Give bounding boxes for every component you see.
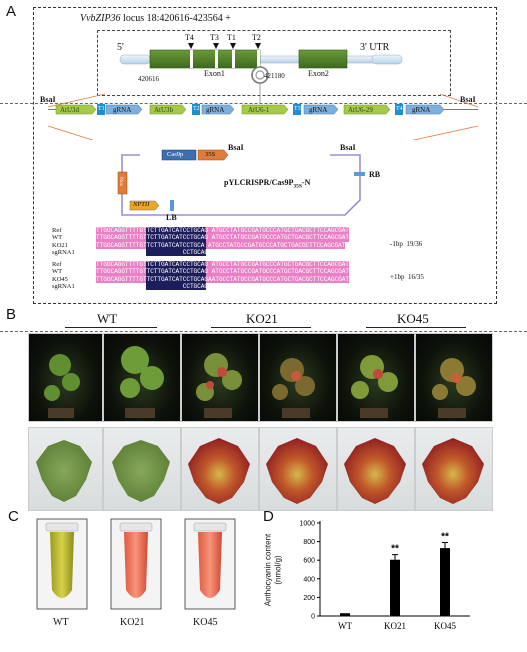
- target-label-t4: T4: [185, 33, 194, 42]
- cassette-grna-2: gRNA: [206, 106, 225, 114]
- cassette-atu3b: AtU3b: [154, 106, 174, 114]
- cas9p-label: Cas9p: [167, 151, 184, 158]
- utr5-label: 5': [117, 42, 124, 53]
- target-label-t1: T1: [227, 33, 236, 42]
- cassette-atu6-29: AtU6-29: [348, 106, 373, 114]
- alignment-row: WT TTGGCAGGTTTTGTTCTTGATCATCCTGCAG ATGCC…: [52, 234, 349, 242]
- exon1-label: Exon1: [204, 69, 225, 78]
- coord-mid: 421180: [264, 72, 285, 80]
- plant-photo-ko45-2: [415, 333, 493, 422]
- cassette-t1: T1: [98, 106, 105, 112]
- ko45-result: +1bp 16/35: [390, 273, 424, 281]
- utr3-label: 3' UTR: [360, 42, 390, 53]
- y-tick-label: 0: [311, 614, 315, 621]
- group-rule-wt: [65, 327, 157, 328]
- significance-label: **: [391, 544, 399, 555]
- alignment-row: KO45 TTGGCAGGTTTTGTTCTTGATCATCCTGCAGAATG…: [52, 275, 349, 283]
- panel-label-c: C: [8, 508, 19, 525]
- nptii-label: NPTII: [133, 201, 150, 208]
- alignment-row: sgRNA1 CCTGCAG ATGCCTATGCCGATGC: [52, 248, 270, 257]
- chart-ylabel: Anthocyanin content (nmol/g): [238, 534, 308, 607]
- grna-cassette: [47, 93, 479, 140]
- vector-name: pYLCRISPR/Cas9P35S-N: [224, 178, 311, 190]
- x-tick-label: KO45: [434, 621, 456, 631]
- alignment-row: WT TTGGCAGGTTTTGTTCTTGATCATCCTGCAG ATGCC…: [52, 268, 349, 276]
- alignment-row: sgRNA1 CCTGCAG ATGCCTATGCCGATGC: [52, 282, 270, 291]
- target-label-t3: T3: [210, 33, 219, 42]
- cassette-atu3d: AtU3d: [60, 106, 80, 114]
- divider-line: [0, 103, 527, 104]
- group-rule-ko21: [211, 327, 311, 328]
- cassette-t2: T2: [193, 106, 200, 112]
- plant-photo-ko21-1: [181, 333, 259, 422]
- coord-start: 420616: [138, 75, 159, 83]
- panel-label-b: B: [6, 306, 17, 323]
- x-tick-label: KO21: [384, 621, 406, 631]
- cassette-atu6-1: AtU6-1: [248, 106, 270, 114]
- panel-label-a: A: [6, 3, 17, 20]
- gene-model: [119, 43, 403, 103]
- cassette-t3: T3: [294, 106, 301, 112]
- divider-line: [0, 331, 527, 332]
- y-tick-label: 200: [303, 595, 315, 602]
- x-tick-label: WT: [338, 621, 352, 631]
- bsai-vector-right: BsaI: [340, 143, 356, 152]
- plant-foliage: [44, 346, 476, 418]
- group-label-ko21: KO21: [246, 311, 278, 326]
- y-tick-label: 400: [303, 576, 315, 583]
- tube-label-ko21: KO21: [120, 617, 145, 628]
- p35s-label: 35S: [205, 151, 216, 158]
- alignment-block-ko21: Ref TTGGCAGGTTTTGTTCTTGATCATCCTGCAG ATGC…: [52, 227, 349, 257]
- rb-label: RB: [369, 170, 381, 179]
- vector-map: [117, 149, 365, 216]
- tube-label-wt: WT: [53, 617, 69, 628]
- chart-ylabel-text: Anthocyanin content (nmol/g): [263, 533, 282, 607]
- y-tick-label: 800: [303, 539, 315, 546]
- nos-label: Nos: [118, 177, 124, 186]
- cassette-grna-3: gRNA: [309, 106, 328, 114]
- leaf-shapes: [36, 438, 484, 504]
- panel-a-frame: [33, 7, 497, 304]
- group-label-ko45: KO45: [397, 311, 429, 326]
- cassette-grna-4: gRNA: [412, 106, 431, 114]
- alignment-row: KO21 TTGGCAGGTTTTGTTCTTGATCATCCTGCA ATGC…: [52, 241, 346, 249]
- bsai-left-label: BsaI: [40, 95, 56, 104]
- ko21-result: -1bp 19/36: [390, 240, 423, 248]
- cassette-grna-1: gRNA: [113, 106, 132, 114]
- group-rule-ko45: [366, 327, 466, 328]
- bar: [340, 613, 350, 616]
- gene-box: [97, 30, 451, 96]
- bsai-vector-left: BsaI: [228, 143, 244, 152]
- tube-photos: [36, 518, 236, 610]
- lb-label: LB: [166, 213, 177, 222]
- bsai-right-label: BsaI: [460, 95, 476, 104]
- tube-label-ko45: KO45: [193, 617, 218, 628]
- bar: [440, 548, 450, 616]
- cassette-t4: T4: [396, 106, 403, 112]
- exon2-label: Exon2: [308, 69, 329, 78]
- locus-title: VvbZIP36 locus 18:420616-423564 +: [80, 13, 231, 24]
- group-label-wt: WT: [97, 311, 118, 326]
- alignment-row: Ref TTGGCAGGTTTTGTTCTTGATCATCCTGCAG ATGC…: [52, 261, 349, 269]
- bar: [390, 559, 400, 616]
- significance-label: **: [441, 532, 449, 543]
- panel-label-d: D: [263, 508, 274, 525]
- y-tick-label: 600: [303, 558, 315, 565]
- y-tick-label: 1000: [299, 521, 315, 528]
- alignment-block-ko45: Ref TTGGCAGGTTTTGTTCTTGATCATCCTGCAG ATGC…: [52, 261, 349, 291]
- target-label-t2: T2: [252, 33, 261, 42]
- alignment-row: Ref TTGGCAGGTTTTGTTCTTGATCATCCTGCAG ATGC…: [52, 227, 349, 235]
